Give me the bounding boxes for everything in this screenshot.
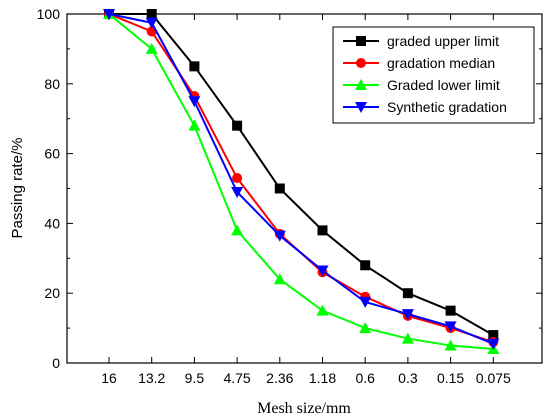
x-tick-label: 0.075 (476, 370, 511, 386)
x-tick-label: 9.5 (185, 370, 205, 386)
x-tick-label: 0.6 (355, 370, 375, 386)
legend-label: graded upper limit (387, 33, 499, 49)
data-point (316, 304, 329, 316)
data-point (359, 322, 372, 334)
y-tick-label: 40 (44, 215, 60, 231)
legend-marker (356, 36, 366, 46)
y-tick-label: 100 (37, 6, 61, 22)
data-point (231, 186, 244, 198)
data-point (317, 225, 328, 236)
y-tick-label: 0 (52, 355, 60, 371)
data-point (232, 120, 243, 131)
data-point (444, 321, 457, 333)
legend-item: graded upper limit (343, 33, 499, 49)
data-point (316, 265, 329, 277)
data-point (103, 9, 115, 20)
series-line (108, 13, 494, 351)
series-synthetic-gradation (103, 9, 500, 350)
x-tick-label: 4.75 (223, 370, 250, 386)
y-tick-label: 20 (44, 285, 60, 301)
data-point (232, 173, 243, 184)
data-point (444, 339, 457, 351)
data-point (145, 42, 158, 54)
data-point (359, 296, 372, 308)
data-point (274, 183, 285, 194)
x-axis-title: Mesh size/mm (257, 400, 351, 417)
legend-label: gradation median (387, 55, 495, 71)
legend-marker (355, 79, 367, 90)
data-point (145, 17, 158, 29)
y-axis-title: Passing rate/% (9, 138, 26, 239)
y-tick-label: 80 (44, 76, 60, 92)
data-point (188, 119, 201, 131)
legend-marker (355, 102, 367, 113)
data-point (487, 338, 500, 350)
data-point (189, 61, 200, 72)
data-point (360, 260, 371, 271)
x-tick-label: 16 (101, 370, 117, 386)
series-graded-lower-limit (103, 8, 500, 355)
data-point (445, 305, 456, 316)
legend-item: gradation median (343, 55, 495, 71)
data-point (402, 288, 413, 299)
data-point (401, 309, 414, 321)
series-line (109, 13, 494, 336)
data-point (401, 332, 414, 344)
data-point (188, 96, 201, 108)
data-point (273, 273, 286, 285)
x-tick-label: 2.36 (266, 370, 293, 386)
data-point (488, 330, 499, 341)
x-tick-label: 0.15 (437, 370, 464, 386)
legend-item: Graded lower limit (343, 77, 500, 93)
x-tick-label: 0.3 (398, 370, 418, 386)
legend-label: Synthetic gradation (387, 99, 507, 115)
data-point (273, 230, 286, 242)
legend-item: Synthetic gradation (343, 99, 507, 115)
x-tick-label: 13.2 (138, 370, 165, 386)
series-line (108, 13, 494, 345)
legend-marker (356, 58, 366, 68)
data-point (231, 224, 244, 236)
x-tick-label: 1.18 (309, 370, 336, 386)
legend-label: Graded lower limit (387, 77, 500, 93)
data-point (146, 9, 157, 19)
y-tick-label: 60 (44, 146, 60, 162)
